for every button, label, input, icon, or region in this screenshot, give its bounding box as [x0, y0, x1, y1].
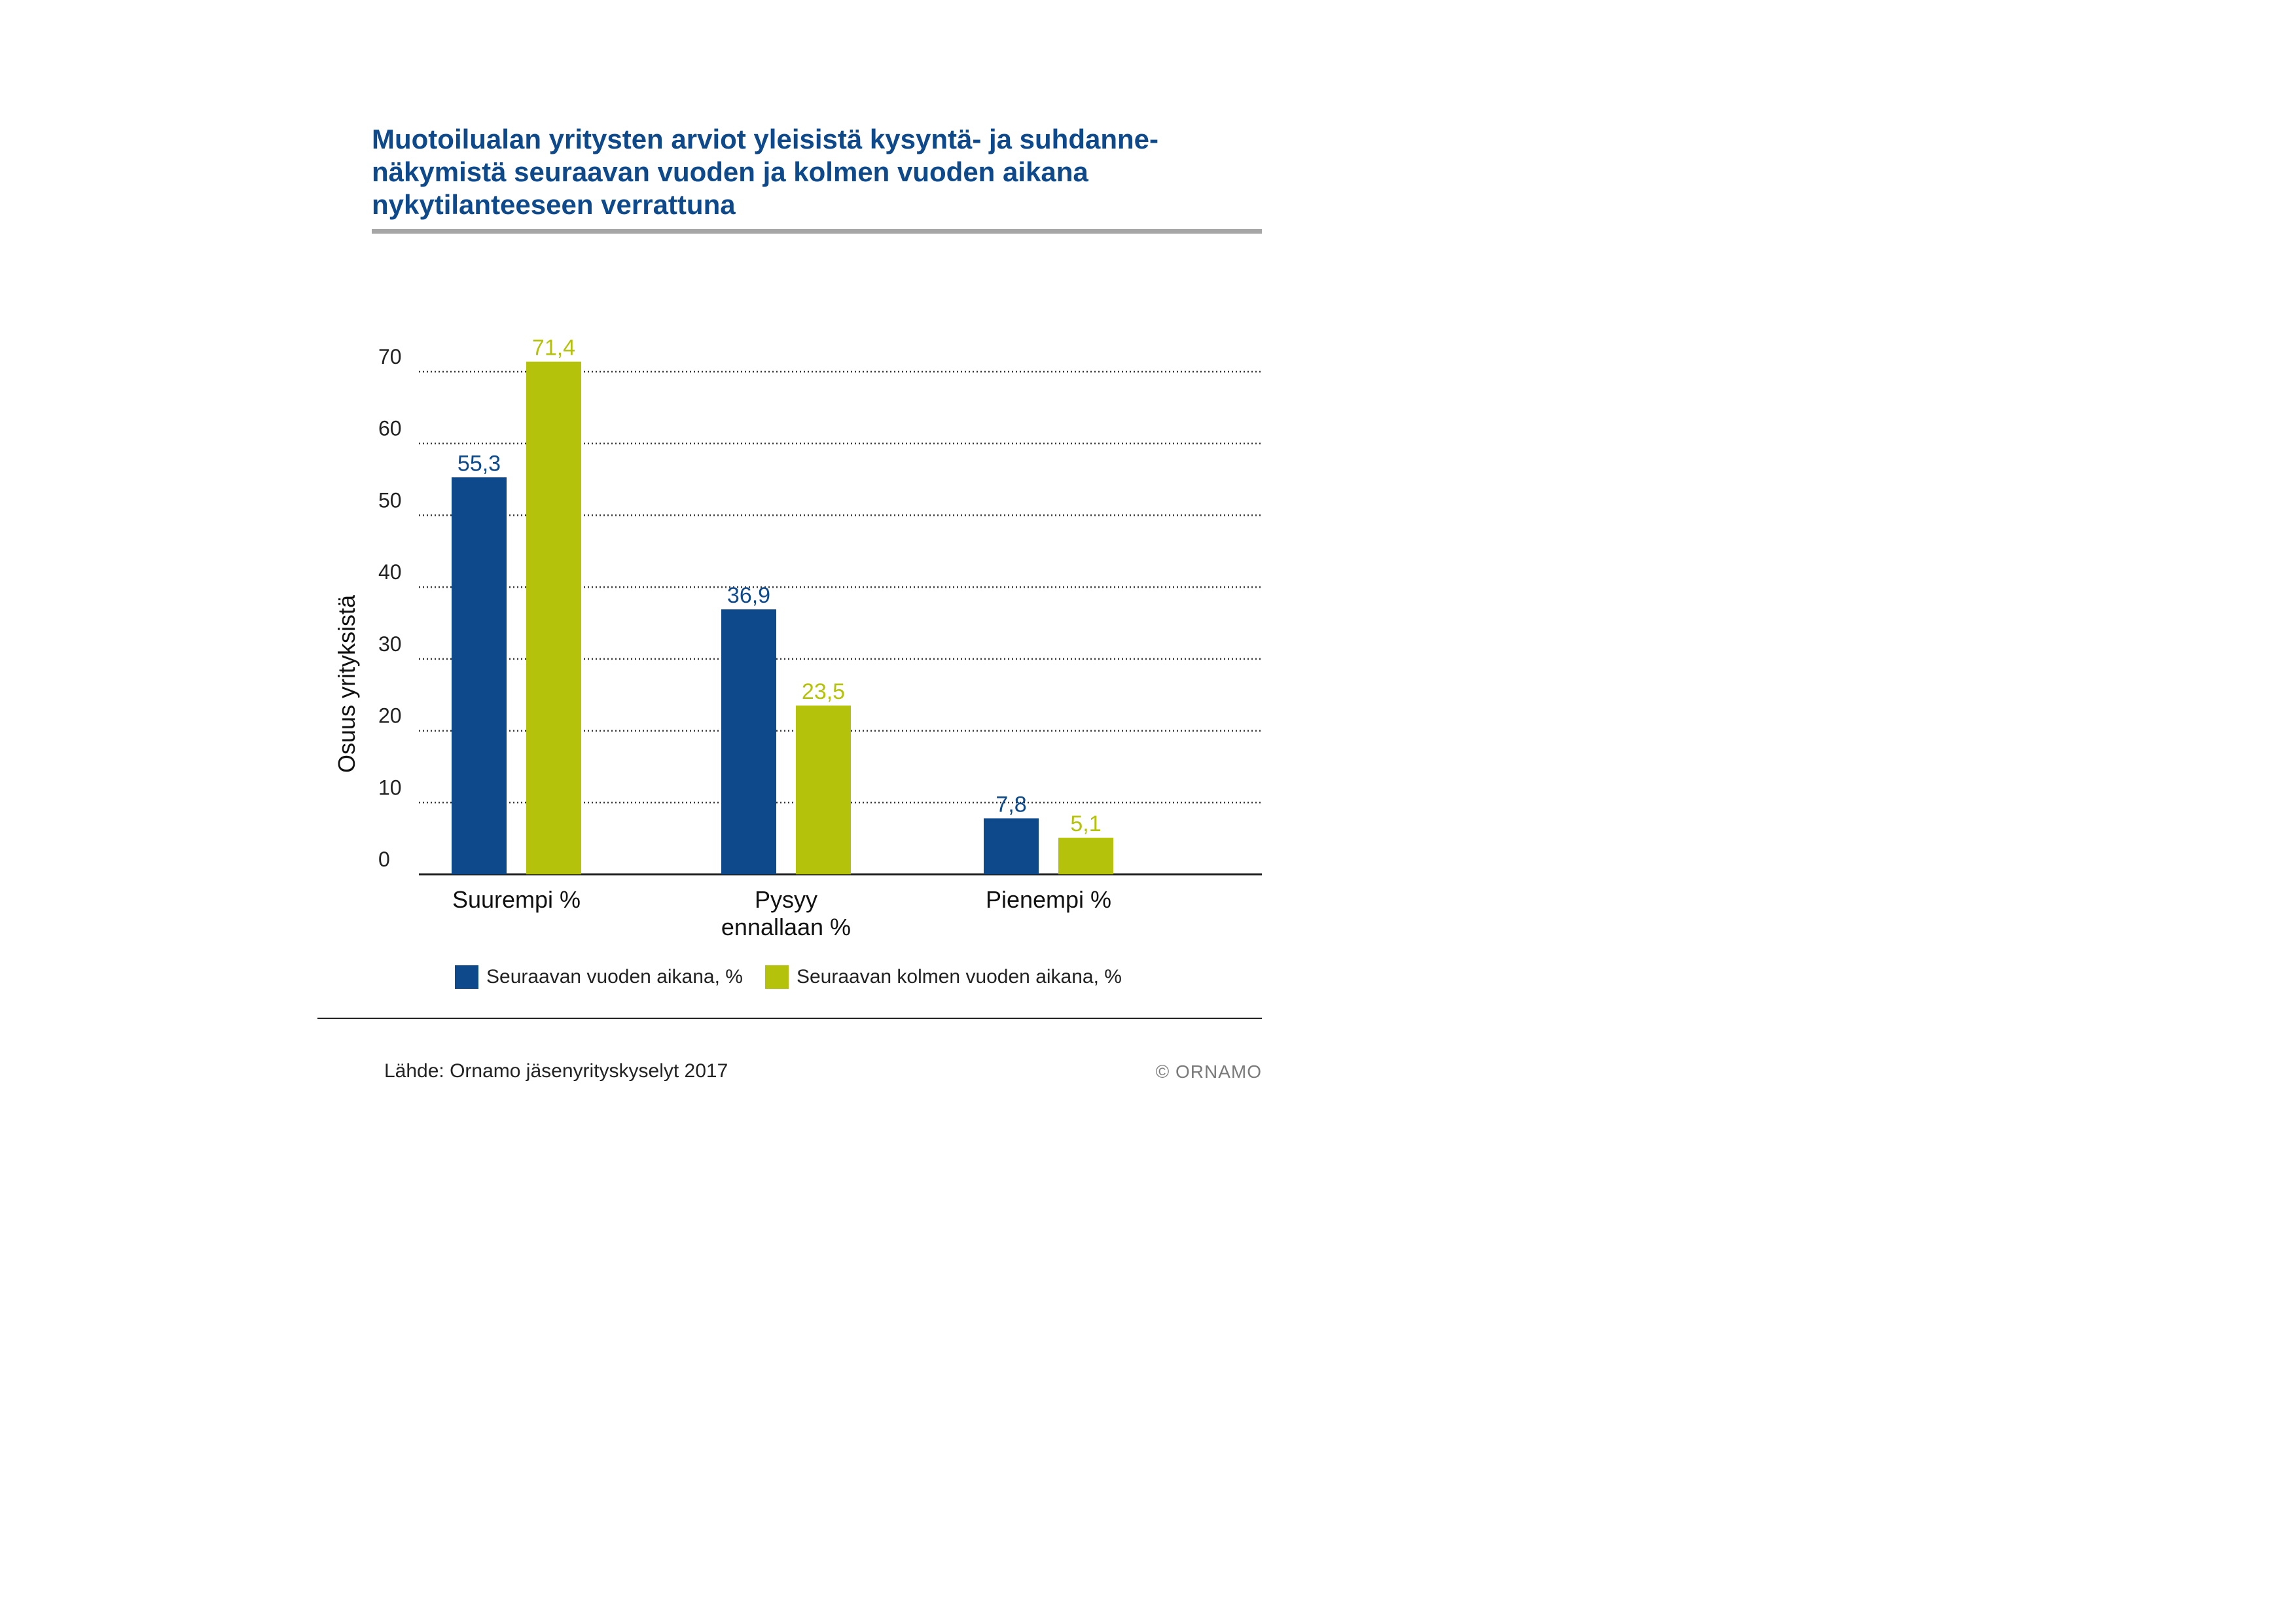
legend-swatch-next-year [455, 965, 478, 989]
bar-series2-2 [796, 705, 851, 874]
title-line-1: Muotoilualan yritysten arviot yleisistä … [372, 124, 1159, 154]
y-tick-label-60: 60 [378, 417, 402, 440]
data-label-series1-1: 55,3 [457, 451, 501, 476]
chart-title: Muotoilualan yritysten arviot yleisistä … [372, 123, 1288, 221]
legend-label-next-year: Seuraavan vuoden aikana, % [486, 966, 743, 988]
category-label-3-line-1: Pienempi % [986, 886, 1111, 913]
y-tick-label-30: 30 [378, 632, 402, 656]
category-label-2-line-1: Pysyy [755, 886, 817, 913]
source-note: Lähde: Ornamo jäsenyrityskyselyt 2017 [384, 1060, 728, 1082]
bar-series2-1 [526, 361, 581, 874]
data-label-series1-2: 36,9 [727, 583, 770, 608]
category-label-1-line-1: Suurempi % [452, 886, 581, 913]
footer-divider [317, 1018, 1262, 1019]
data-label-series2-3: 5,1 [1070, 812, 1101, 836]
y-tick-label-50: 50 [378, 488, 402, 512]
category-label-2-line-2: ennallaan % [721, 914, 851, 940]
bar-series1-3 [984, 818, 1039, 874]
y-tick-label-0: 0 [378, 847, 390, 871]
bar-series1-2 [721, 609, 776, 874]
legend-item-next-year: Seuraavan vuoden aikana, % [455, 965, 743, 989]
y-tick-label-20: 20 [378, 704, 402, 728]
data-label-series2-1: 71,4 [532, 336, 575, 361]
legend: Seuraavan vuoden aikana, % Seuraavan kol… [455, 963, 1144, 991]
y-axis-label-text: Osuus yrityksistä [333, 594, 360, 774]
bar-series1-1 [452, 477, 507, 874]
legend-item-three-years: Seuraavan kolmen vuoden aikana, % [764, 965, 1122, 989]
y-tick-label-40: 40 [378, 560, 402, 584]
bar-series2-3 [1058, 838, 1113, 874]
title-divider [372, 229, 1262, 234]
y-tick-label-10: 10 [378, 776, 402, 799]
title-line-2: näkymistä seuraavan vuoden ja kolmen vuo… [372, 156, 1088, 187]
data-label-series1-3: 7,8 [996, 792, 1026, 817]
data-label-series2-2: 23,5 [802, 679, 845, 704]
legend-swatch-three-years [764, 965, 789, 989]
legend-label-three-years: Seuraavan kolmen vuoden aikana, % [796, 966, 1122, 988]
title-line-3: nykytilanteeseen verrattuna [372, 189, 736, 220]
y-tick-label-70: 70 [378, 345, 402, 368]
copyright-note: © ORNAMO [1155, 1061, 1262, 1082]
